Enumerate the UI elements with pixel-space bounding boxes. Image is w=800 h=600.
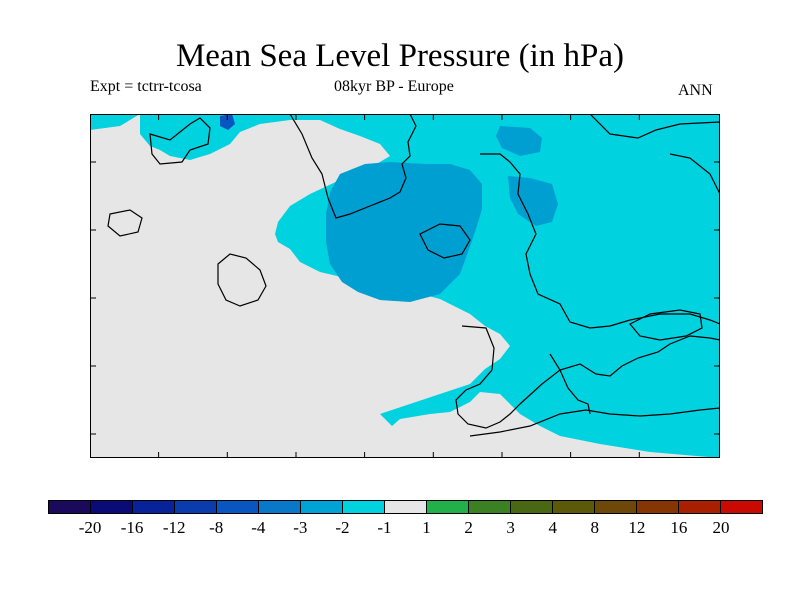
colorbar-swatch [427,501,469,513]
season-label: ANN [678,82,713,99]
colorbar-tick-label: 16 [670,518,688,537]
anomaly-region-core [326,162,482,302]
coastline-novaya [669,153,720,195]
colorbar-swatch [91,501,133,513]
colorbar-swatch [385,501,427,513]
anomaly-blob-north [90,114,140,130]
pressure-map [90,114,720,458]
anomaly-low-northwest [220,114,235,130]
period-label: 08kyr BP - Europe [334,78,454,95]
colorbar-swatch [469,501,511,513]
colorbar-swatch [637,501,679,513]
coastline-iberia [455,325,521,429]
coastline-british-isles [217,253,267,307]
anomaly-core-north [496,126,542,156]
colorbar-tick-label: -1 [377,518,392,537]
colorbar [48,500,763,514]
coastlines [107,114,720,437]
colorbar-swatch [553,501,595,513]
coastline-baltic [419,223,471,259]
colorbar-swatch [343,501,385,513]
colorbar-swatch [721,501,762,513]
colorbar-tick-label: -12 [162,518,186,537]
colorbar-tick-label: -4 [251,518,266,537]
coastline-greenland [149,117,211,165]
coastline-italy [549,353,591,415]
colorbar-tick-label: 12 [628,518,646,537]
colorbar-tick-label: 3 [506,518,515,537]
colorbar-tick-label: -20 [78,518,102,537]
colorbar-swatch [511,501,553,513]
colorbar-swatch [175,501,217,513]
colorbar-swatch [595,501,637,513]
coastline-iceland [107,209,143,237]
colorbar-tick-label: 1 [422,518,431,537]
coastline-north-europe [480,153,720,329]
colorbar-swatch [133,501,175,513]
colorbar-swatch [301,501,343,513]
map-frame [90,114,720,458]
anomaly-core-east [508,176,558,226]
coastline-black-sea [629,309,703,341]
colorbar-tick-label: -2 [335,518,350,537]
colorbar-tick-label: 2 [464,518,473,537]
colorbar-tick-label: -8 [209,518,224,537]
colorbar-tick-label: 20 [712,518,730,537]
coastline-north-africa [469,407,720,437]
colorbar-swatch [49,501,91,513]
coastline-scandinavia [289,114,417,219]
colorbar-swatch [679,501,721,513]
map-title: Mean Sea Level Pressure (in hPa) [175,38,625,74]
coastline-arctic [589,114,720,139]
colorbar-tick-label: 4 [548,518,557,537]
colorbar-tick-label: -3 [293,518,308,537]
experiment-label: Expt = tctrr-tcosa [90,78,202,95]
colorbar-swatch [217,501,259,513]
colorbar-swatch [259,501,301,513]
colorbar-tick-label: 8 [590,518,600,537]
colorbar-tick-label: -16 [120,518,144,537]
